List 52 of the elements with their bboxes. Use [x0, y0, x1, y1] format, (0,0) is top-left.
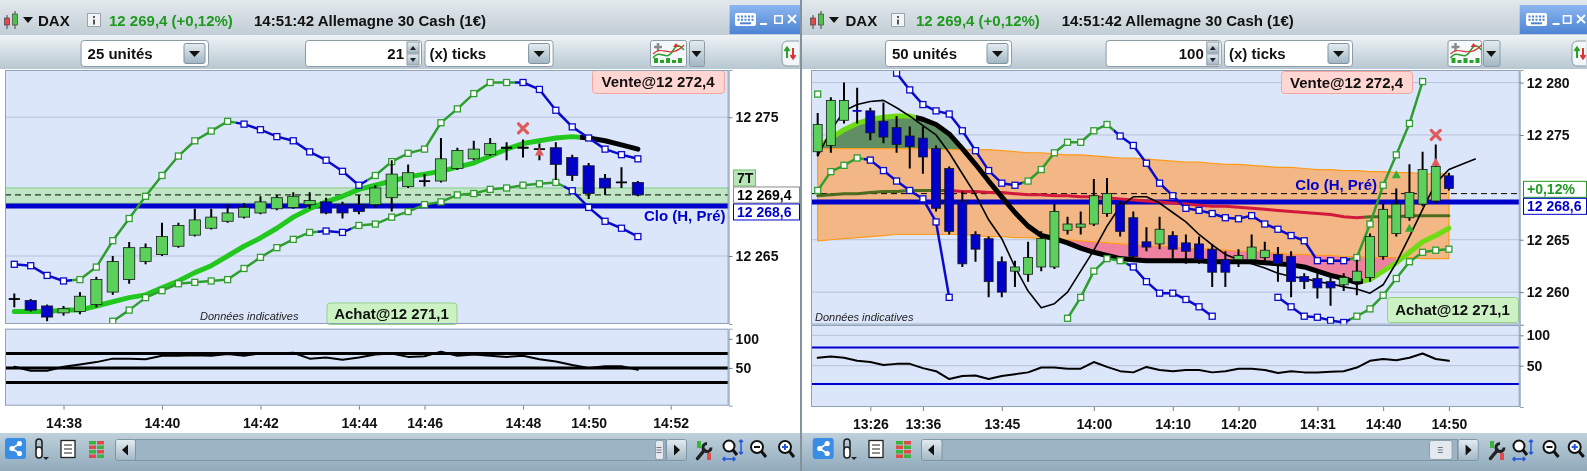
chart-title: DAX [845, 12, 878, 29]
annotation: Vente@12 272,4 [601, 73, 716, 90]
y-tick-label: 50 [1526, 357, 1543, 374]
annotation: Achat@12 271,1 [1395, 301, 1510, 318]
ref-line-label: 12 268,6 [737, 203, 792, 220]
x-tick-label: 14:46 [407, 414, 444, 431]
chart-subtitle: 12 269,4 (+0,12%) [109, 12, 233, 29]
x-tick-label: 14:20 [1221, 415, 1258, 432]
annotation: Clo (H, Pré) [1295, 175, 1377, 193]
x-tick-label: 14:40 [1365, 415, 1402, 432]
x-tick-label: 14:48 [505, 414, 542, 431]
y-tick-label: 12 265 [735, 247, 779, 264]
annotation: Données indicatives [815, 310, 914, 323]
y-tick-label: 50 [735, 359, 752, 376]
ref-line-label: 12 269,4 [737, 186, 792, 203]
chart-title: DAX [38, 12, 70, 29]
x-tick-label: 14:10 [1155, 415, 1192, 432]
x-tick-label: 14:40 [144, 414, 181, 431]
y-tick-label: 100 [1526, 327, 1551, 344]
y-tick-label: 12 275 [735, 109, 779, 126]
y-tick-label: 12 275 [1526, 126, 1570, 143]
x-tick-label: 14:38 [46, 414, 83, 431]
ref-line-label: 12 268,6 [1527, 198, 1582, 215]
text: 14:51:42 Allemagne 30 Cash (1€) [254, 12, 487, 29]
text: 21 [387, 45, 404, 62]
text: (x) ticks [1229, 45, 1286, 62]
x-tick-label: 13:45 [984, 415, 1021, 432]
x-tick-label: 14:52 [653, 414, 690, 431]
x-tick-label: 14:44 [341, 414, 378, 431]
x-tick-label: 14:50 [571, 414, 608, 431]
chart-subtitle: 12 269,4 (+0,12%) [916, 12, 1040, 29]
text: 50 unités [892, 45, 958, 62]
band-label: 7T [737, 169, 754, 186]
x-tick-label: 13:36 [905, 415, 942, 432]
text: 14:51:42 Allemagne 30 Cash (1€) [1061, 12, 1294, 29]
y-tick-label: 12 265 [1526, 231, 1570, 248]
text: +0,12% [1527, 181, 1576, 198]
x-tick-label: 14:50 [1431, 415, 1468, 432]
y-tick-label: 12 260 [1526, 284, 1570, 301]
text: 100 [1178, 45, 1204, 62]
x-tick-label: 14:31 [1299, 415, 1337, 432]
y-tick-label: 12 280 [1526, 74, 1570, 91]
annotation: Vente@12 272,4 [1289, 73, 1404, 91]
text: 25 unités [87, 45, 153, 62]
x-tick-label: 13:26 [852, 415, 889, 432]
x-tick-label: 14:00 [1076, 415, 1113, 432]
annotation: Achat@12 271,1 [334, 304, 449, 322]
y-tick-label: 100 [735, 330, 760, 347]
annotation: Données indicatives [200, 310, 299, 322]
x-tick-label: 14:42 [243, 414, 280, 431]
annotation: Clo (H, Pré) [643, 207, 726, 225]
text: (x) ticks [429, 45, 487, 62]
